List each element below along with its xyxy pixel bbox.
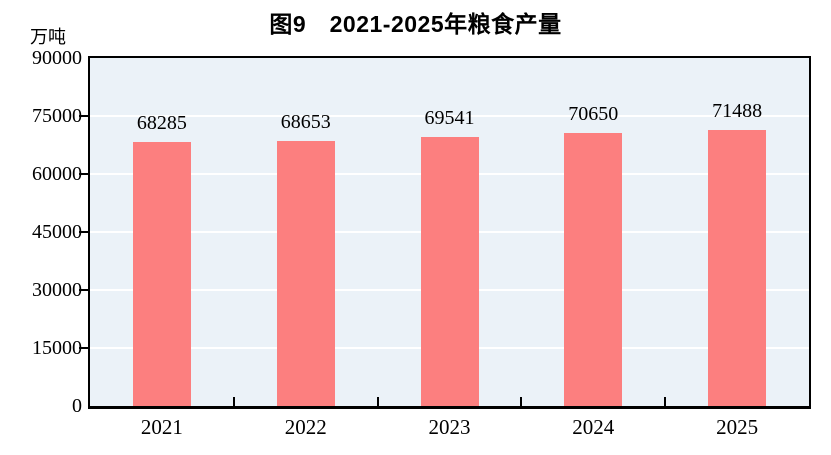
bar-value-label: 69541: [424, 107, 475, 130]
x-axis-category-label: 2024: [572, 415, 615, 439]
bar-value-label: 68285: [136, 111, 187, 134]
bar: [132, 141, 191, 406]
x-axis-tick: [376, 397, 379, 406]
y-axis-tick-label: 30000: [32, 279, 82, 301]
x-axis-tick: [664, 397, 667, 406]
bar: [708, 129, 767, 406]
y-axis-unit-label: 万吨: [30, 27, 66, 47]
bar-value-label: 71488: [712, 99, 763, 122]
gridline: [90, 115, 809, 117]
x-axis-category-label: 2025: [716, 415, 759, 439]
bar: [276, 140, 335, 406]
chart-title: 图9 2021-2025年粮食产量: [269, 11, 562, 37]
bar: [564, 132, 623, 406]
x-axis-category-label: 2021: [140, 415, 183, 439]
y-axis-tick: [79, 231, 88, 233]
y-axis-tick: [79, 289, 88, 291]
y-axis-tick-label: 0: [72, 395, 82, 417]
x-axis-category-label: 2022: [284, 415, 327, 439]
y-axis-tick-label: 90000: [32, 47, 82, 69]
bar-value-label: 68653: [280, 110, 331, 133]
y-axis-tick: [79, 173, 88, 175]
bar-value-label: 70650: [568, 102, 619, 125]
y-axis-tick-label: 45000: [32, 221, 82, 243]
y-axis-tick: [79, 347, 88, 349]
x-axis-tick: [520, 397, 523, 406]
plot-area: 68285 68653 69541 70650 71488: [88, 56, 811, 409]
y-axis-tick-label: 15000: [32, 337, 82, 359]
y-axis-tick-label: 60000: [32, 163, 82, 185]
y-axis-tick-label: 75000: [32, 105, 82, 127]
y-axis-tick: [79, 115, 88, 117]
x-axis-category-label: 2023: [428, 415, 471, 439]
x-axis-tick: [232, 397, 235, 406]
bar: [420, 137, 479, 406]
